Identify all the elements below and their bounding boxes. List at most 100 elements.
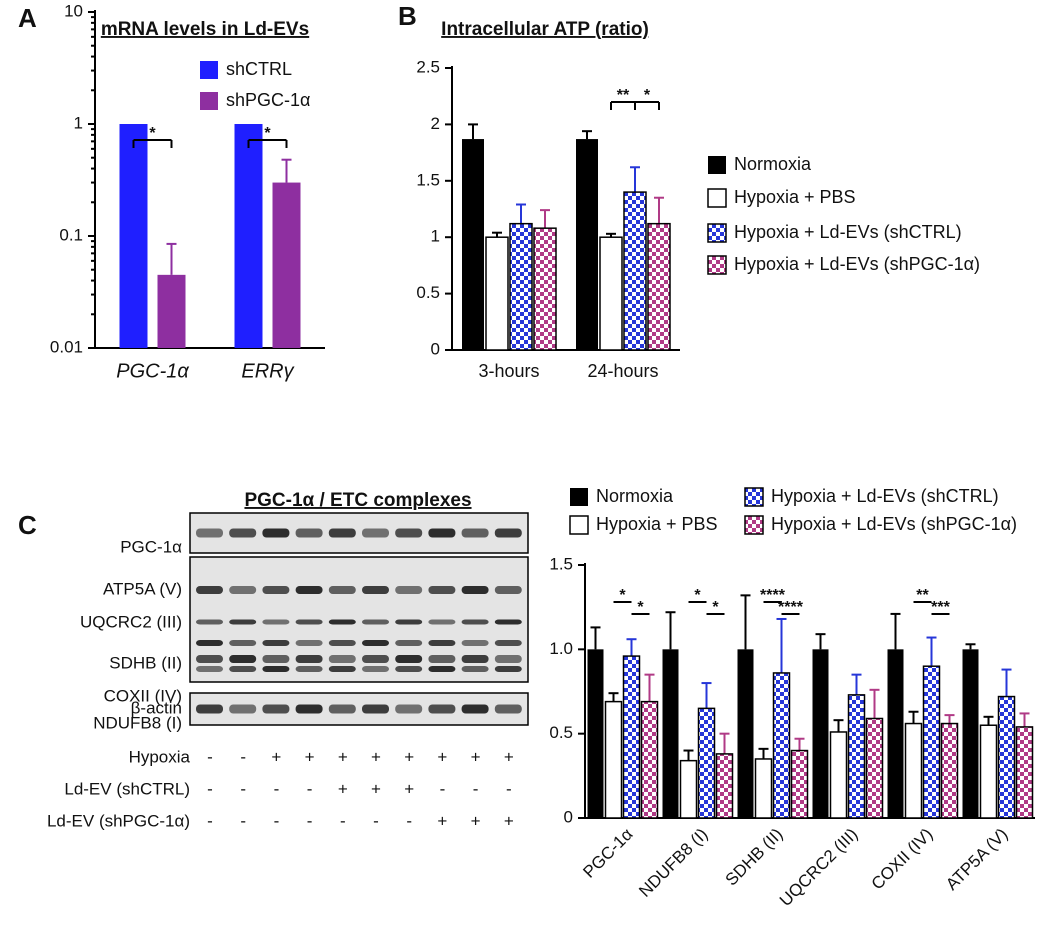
blot-band [461, 586, 489, 594]
condition-sign: - [274, 779, 280, 798]
legend-label: Hypoxia + Ld-EVs (shPGC-1α) [771, 514, 1017, 534]
y-tick-label: 0 [564, 807, 573, 826]
blot-band [328, 666, 356, 672]
legend-swatch [570, 488, 588, 506]
error-bar [758, 747, 769, 759]
blot-band [362, 619, 389, 625]
legend-label: Normoxia [596, 486, 674, 506]
significance-label: * [694, 587, 701, 604]
blot-band [328, 528, 356, 538]
blot-band [262, 704, 290, 714]
significance-label: **** [760, 587, 786, 604]
error-bar [944, 714, 955, 724]
y-tick-label: 10 [64, 1, 83, 20]
legend-label: Hypoxia + Ld-EVs (shCTRL) [771, 486, 999, 506]
x-tick-label: 3-hours [478, 361, 539, 381]
legend-swatch [744, 515, 764, 535]
blot-band [494, 619, 522, 625]
blot-band [494, 640, 522, 646]
significance-label: **** [778, 599, 804, 616]
band-label: SDHB (II) [109, 653, 182, 672]
blot-band [262, 619, 290, 625]
bar [647, 222, 671, 351]
panel-letter: A [18, 3, 37, 33]
x-tick-label: ERRγ [241, 360, 294, 382]
y-tick-label: 0.5 [416, 283, 440, 302]
error-bar [654, 196, 664, 224]
error-bar [630, 166, 640, 193]
error-bar [626, 638, 637, 657]
error-bar [833, 719, 844, 732]
blot-band [196, 619, 223, 625]
condition-sign: - [240, 779, 246, 798]
blot-band [196, 640, 223, 646]
blot-band [362, 528, 389, 538]
condition-sign: - [340, 811, 346, 830]
condition-label: Hypoxia [129, 747, 191, 766]
legend-swatch [707, 255, 727, 275]
x-tick-label: COXII (IV) [868, 825, 937, 894]
error-bar [644, 673, 655, 702]
blot-band [428, 586, 456, 594]
y-tick-label: 1 [74, 113, 83, 132]
legend-label: shCTRL [226, 59, 292, 79]
bar [679, 759, 698, 819]
blot-band [362, 666, 389, 672]
legend-swatch [569, 515, 589, 535]
x-tick-label: NDUFB8 (I) [635, 825, 711, 901]
significance-label: * [712, 599, 719, 616]
y-tick-label: 1.0 [549, 639, 573, 658]
x-tick-label: SDHB (II) [722, 825, 787, 890]
blot-band [461, 666, 489, 672]
bar [697, 707, 716, 819]
y-tick-label: 1.5 [416, 170, 440, 189]
blot-band [395, 586, 423, 594]
blot-band [262, 586, 290, 594]
error-bar [908, 710, 919, 724]
bar [847, 694, 866, 819]
blot-band [395, 640, 423, 646]
error-bar [516, 203, 526, 224]
condition-sign: + [338, 779, 348, 798]
bar [829, 731, 848, 819]
error-bar [719, 732, 730, 754]
condition-sign: - [506, 779, 512, 798]
error-bar [851, 673, 862, 695]
blot-band [395, 704, 423, 714]
legend-swatch [200, 92, 218, 110]
error-bar [1019, 712, 1030, 727]
blot-band [295, 640, 323, 646]
bar [715, 753, 734, 819]
blot-band [428, 704, 456, 714]
blot-band [262, 666, 290, 672]
legend-swatch [744, 487, 764, 507]
blot-band [395, 528, 423, 538]
bar [772, 672, 791, 819]
blot-band [362, 704, 389, 714]
significance-label: ** [916, 587, 929, 604]
blot-band [494, 655, 522, 663]
y-tick-label: 2 [431, 114, 440, 133]
condition-sign: + [437, 747, 447, 766]
blot-band [428, 666, 456, 672]
blot-band [196, 704, 223, 714]
bar [737, 649, 754, 818]
blot-band [196, 586, 223, 594]
blot-band [295, 586, 323, 594]
bar [622, 655, 641, 819]
band-label: ATP5A (V) [103, 579, 182, 598]
bar [623, 191, 647, 351]
legend-label: Hypoxia + Ld-EVs (shCTRL) [734, 222, 962, 242]
blot-band [428, 655, 456, 663]
bar [887, 649, 904, 818]
chart-title: Intracellular ATP (ratio) [441, 19, 649, 40]
condition-sign: - [473, 779, 479, 798]
blot-band [229, 528, 257, 538]
band-label: β-actin [131, 698, 182, 717]
error-bar [492, 231, 502, 238]
blot-band [295, 655, 323, 663]
condition-sign: + [305, 747, 315, 766]
x-tick-label: ATP5A (V) [942, 825, 1011, 894]
x-tick-label: 24-hours [587, 361, 658, 381]
legend-label: Hypoxia + Ld-EVs (shPGC-1α) [734, 254, 980, 274]
